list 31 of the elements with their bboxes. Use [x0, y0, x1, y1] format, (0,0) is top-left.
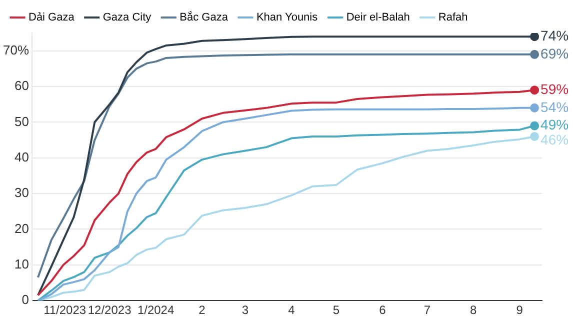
y-tick-label: 60	[14, 78, 30, 94]
legend-label: Deir el-Balah	[346, 12, 410, 24]
legend-label: Dải Gaza	[28, 12, 76, 24]
x-tick-label: 1/2024	[137, 303, 174, 318]
data-label: 59%	[540, 80, 569, 97]
data-label: 54%	[540, 98, 569, 115]
y-tick-label: 10	[14, 256, 30, 272]
x-tick-label: 6	[379, 303, 386, 318]
y-tick-label: 70%	[2, 42, 30, 58]
legend-label: Bắc Gaza	[180, 10, 229, 24]
x-tick-label: 11/2023	[44, 303, 86, 318]
data-label: 74%	[540, 27, 569, 44]
x-tick-label: 3	[242, 303, 249, 318]
x-tick-label: 9	[516, 303, 524, 318]
y-tick-label: 20	[14, 220, 30, 236]
y-tick-label: 40	[14, 149, 30, 164]
y-tick-label: 30	[14, 185, 30, 200]
x-tick-label: 5	[332, 303, 340, 318]
x-tick-label: 12/2023	[88, 303, 132, 318]
legend-label: Khan Younis	[256, 12, 318, 24]
x-tick-label: 4	[288, 303, 296, 318]
y-tick-label: 50	[14, 114, 30, 129]
x-tick-label: 7	[424, 303, 431, 318]
data-label: 49%	[540, 116, 569, 133]
x-tick-label: 2	[198, 303, 206, 318]
y-tick-label: 0	[22, 292, 30, 308]
data-label: 69%	[540, 45, 569, 62]
x-tick-label: 8	[470, 303, 478, 318]
legend-label: Rafah	[438, 12, 468, 24]
legend-label: Gaza City	[102, 12, 152, 24]
data-label: 46%	[540, 132, 569, 148]
